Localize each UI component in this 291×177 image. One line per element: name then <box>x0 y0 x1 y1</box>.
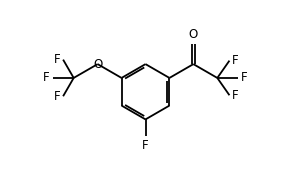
Text: F: F <box>142 139 149 152</box>
Text: O: O <box>189 28 198 41</box>
Text: F: F <box>54 53 61 66</box>
Text: F: F <box>232 54 239 67</box>
Text: F: F <box>241 72 248 84</box>
Text: O: O <box>93 58 102 71</box>
Text: F: F <box>232 89 239 102</box>
Text: F: F <box>43 72 50 84</box>
Text: F: F <box>54 90 61 103</box>
